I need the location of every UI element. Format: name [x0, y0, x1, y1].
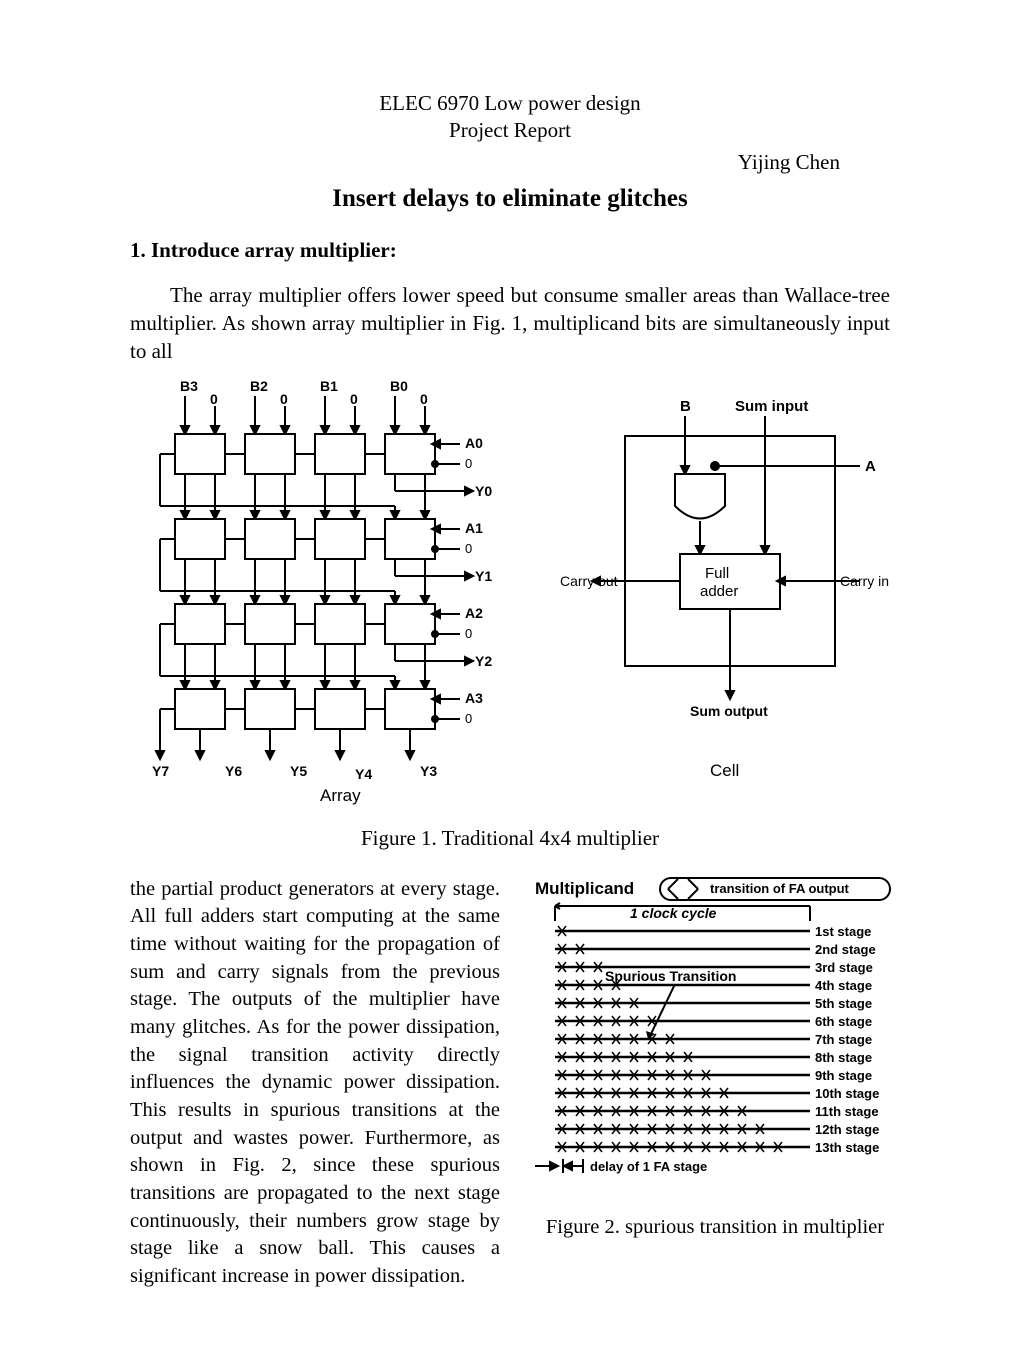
- svg-text:6th stage: 6th stage: [815, 1014, 872, 1029]
- svg-text:4th stage: 4th stage: [815, 978, 872, 993]
- section-1-colon: :: [390, 238, 397, 262]
- svg-text:A3: A3: [465, 690, 483, 706]
- svg-text:7th stage: 7th stage: [815, 1032, 872, 1047]
- svg-text:Cell: Cell: [710, 761, 739, 780]
- svg-text:11th stage: 11th stage: [815, 1104, 879, 1119]
- svg-text:0: 0: [465, 626, 472, 641]
- figure-1-caption: Figure 1. Traditional 4x4 multiplier: [130, 826, 890, 851]
- svg-text:8th stage: 8th stage: [815, 1050, 872, 1065]
- svg-text:12th stage: 12th stage: [815, 1122, 879, 1137]
- svg-text:B0: B0: [390, 378, 408, 394]
- course-line: ELEC 6970 Low power design: [130, 90, 890, 117]
- svg-text:1st stage: 1st stage: [815, 924, 871, 939]
- section-1-heading: 1. Introduce array multiplier:: [130, 238, 890, 263]
- svg-text:Multiplicand: Multiplicand: [535, 879, 634, 898]
- svg-text:Spurious Transition: Spurious Transition: [605, 968, 736, 984]
- svg-text:Y7: Y7: [152, 763, 169, 779]
- svg-text:Y5: Y5: [290, 763, 307, 779]
- figure-2-caption: Figure 2. spurious transition in multipl…: [530, 1216, 900, 1239]
- svg-text:Array: Array: [320, 786, 361, 805]
- svg-text:5th stage: 5th stage: [815, 996, 872, 1011]
- cell-svg: B Sum input A: [560, 396, 890, 796]
- svg-text:0: 0: [465, 456, 472, 471]
- svg-text:Sum input: Sum input: [735, 398, 808, 415]
- body-paragraph: the partial product generators at every …: [130, 876, 500, 1291]
- stage-lines: [555, 931, 810, 1147]
- figure-2-column: Multiplicand transition of FA output 1 c…: [530, 876, 900, 1291]
- svg-text:A: A: [865, 458, 876, 475]
- svg-text:0: 0: [350, 391, 358, 407]
- svg-text:B: B: [680, 398, 691, 415]
- svg-text:9th stage: 9th stage: [815, 1068, 872, 1083]
- intro-paragraph: The array multiplier offers lower speed …: [130, 281, 890, 366]
- svg-text:Y2: Y2: [475, 653, 492, 669]
- array-svg: B3 B2 B1 B0 0 0 0 0: [130, 376, 520, 806]
- svg-text:Sum output: Sum output: [690, 703, 768, 719]
- svg-text:adder: adder: [700, 583, 738, 600]
- figure-1-array-diagram: B3 B2 B1 B0 0 0 0 0: [130, 376, 520, 811]
- two-column-section: the partial product generators at every …: [130, 876, 890, 1291]
- svg-text:B1: B1: [320, 378, 338, 394]
- svg-text:Y6: Y6: [225, 763, 242, 779]
- report-line: Project Report: [130, 117, 890, 144]
- course-header: ELEC 6970 Low power design Project Repor…: [130, 90, 890, 145]
- svg-text:10th stage: 10th stage: [815, 1086, 879, 1101]
- section-1-label: 1. Introduce array multiplier: [130, 238, 390, 262]
- svg-text:B2: B2: [250, 378, 268, 394]
- author-name: Yijing Chen: [130, 150, 890, 175]
- svg-text:A0: A0: [465, 435, 483, 451]
- svg-text:A2: A2: [465, 605, 483, 621]
- svg-text:2nd stage: 2nd stage: [815, 942, 876, 957]
- figure-2-svg: Multiplicand transition of FA output 1 c…: [530, 876, 900, 1206]
- svg-text:B3: B3: [180, 378, 198, 394]
- svg-text:13th stage: 13th stage: [815, 1140, 879, 1155]
- svg-text:Full: Full: [705, 565, 729, 582]
- svg-text:Carry in: Carry in: [840, 573, 889, 589]
- svg-text:0: 0: [420, 391, 428, 407]
- figure-1-area: B3 B2 B1 B0 0 0 0 0: [130, 376, 890, 811]
- svg-text:Y1: Y1: [475, 568, 492, 584]
- svg-text:A1: A1: [465, 520, 483, 536]
- svg-text:0: 0: [210, 391, 218, 407]
- svg-text:delay of 1 FA stage: delay of 1 FA stage: [590, 1159, 707, 1174]
- array-cells-row-1: [160, 396, 460, 474]
- svg-text:0: 0: [465, 711, 472, 726]
- svg-text:0: 0: [465, 541, 472, 556]
- svg-text:1 clock cycle: 1 clock cycle: [630, 905, 717, 921]
- svg-text:Y3: Y3: [420, 763, 437, 779]
- figure-1-cell-diagram: B Sum input A: [560, 376, 890, 811]
- svg-text:3rd stage: 3rd stage: [815, 960, 873, 975]
- svg-text:Carry out: Carry out: [560, 573, 618, 589]
- page-container: ELEC 6970 Low power design Project Repor…: [0, 0, 1020, 1351]
- body-text-column: the partial product generators at every …: [130, 876, 500, 1291]
- svg-text:Y0: Y0: [475, 483, 492, 499]
- svg-text:0: 0: [280, 391, 288, 407]
- svg-text:transition of FA output: transition of FA output: [710, 881, 850, 896]
- svg-text:Y4: Y4: [355, 766, 372, 782]
- document-title: Insert delays to eliminate glitches: [130, 185, 890, 213]
